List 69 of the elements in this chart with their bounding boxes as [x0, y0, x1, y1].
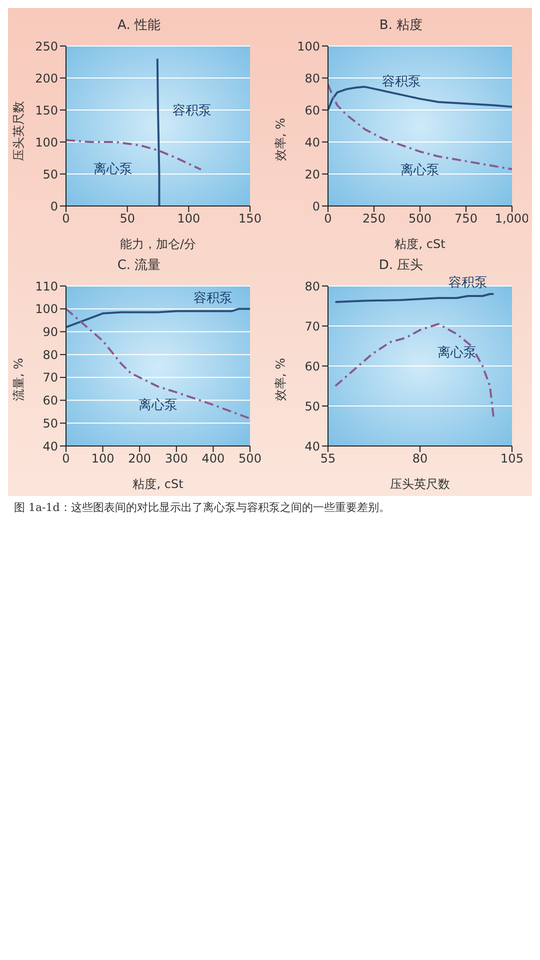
- y-axis-title: 压头英尺数: [11, 101, 26, 161]
- y-tick-label: 80: [304, 71, 320, 86]
- y-tick-label: 200: [35, 71, 58, 86]
- y-tick-label: 110: [35, 279, 58, 294]
- x-tick-label: 0: [62, 452, 70, 466]
- y-tick-label: 40: [42, 439, 58, 454]
- x-tick-label: 105: [500, 452, 524, 466]
- x-axis-title: 能力，加仑/分: [120, 237, 196, 251]
- series-label: 离心泵: [138, 397, 178, 414]
- y-tick-label: 40: [304, 439, 320, 454]
- y-tick-label: 100: [297, 39, 320, 54]
- x-axis-title: 压头英尺数: [390, 477, 450, 491]
- y-tick-label: 70: [304, 319, 320, 334]
- line-series: [156, 58, 160, 206]
- y-tick-label: 80: [304, 279, 320, 294]
- line-series: [334, 323, 495, 419]
- x-tick-label: 50: [120, 212, 135, 226]
- y-tick-label: 100: [35, 135, 58, 150]
- series-label: 离心泵: [94, 160, 132, 177]
- x-tick-label: 1,000: [494, 212, 530, 226]
- x-tick-label: 0: [62, 212, 70, 226]
- y-axis-title: 效率, %: [273, 118, 288, 161]
- y-tick-label: 70: [42, 370, 58, 385]
- line-series: [334, 293, 495, 303]
- y-tick-label: 60: [304, 103, 320, 118]
- y-tick-label: 20: [304, 167, 320, 182]
- y-tick-label: 250: [35, 39, 58, 54]
- y-tick-label: 60: [42, 394, 58, 408]
- x-tick-label: 55: [320, 452, 336, 466]
- caption: 图 1a-1d：这些图表间的对比显示出了离心泵与容积泵之间的一些重要差别。: [8, 496, 532, 519]
- line-series: [66, 308, 250, 328]
- y-axis-title: 流量, %: [11, 358, 26, 401]
- x-tick-label: 100: [177, 212, 200, 226]
- x-tick-label: 100: [91, 452, 114, 466]
- x-tick-label: 750: [454, 212, 478, 226]
- line-series: [66, 308, 250, 420]
- x-axis-title: 粘度, cSt: [132, 477, 184, 491]
- series-label: 离心泵: [400, 162, 440, 178]
- chart-title: A. 性能: [116, 17, 162, 35]
- x-tick-label: 250: [362, 212, 386, 226]
- y-tick-label: 100: [35, 302, 58, 316]
- y-tick-label: 0: [50, 199, 58, 214]
- x-tick-label: 400: [202, 452, 225, 466]
- x-axis-title: 粘度, cSt: [394, 237, 446, 251]
- line-series: [328, 86, 512, 111]
- y-tick-label: 50: [42, 416, 58, 430]
- y-tick-label: 50: [42, 167, 58, 182]
- x-tick-label: 500: [238, 452, 262, 466]
- chart-title: B. 粘度: [378, 17, 424, 35]
- series-label: 容积泵: [172, 102, 212, 119]
- x-tick-label: 500: [408, 212, 432, 226]
- series-label: 容积泵: [382, 73, 422, 90]
- y-tick-label: 40: [304, 135, 320, 150]
- chart-title: D. 压头: [378, 257, 424, 275]
- y-tick-label: 0: [312, 199, 320, 214]
- y-tick-label: 80: [42, 348, 58, 362]
- series-label: 容积泵: [194, 290, 233, 306]
- y-tick-label: 90: [42, 324, 58, 339]
- x-tick-label: 200: [128, 452, 152, 466]
- x-tick-label: 80: [412, 452, 428, 466]
- series-label: 离心泵: [437, 344, 476, 361]
- y-axis-title: 效率, %: [273, 358, 288, 401]
- x-tick-label: 0: [324, 212, 332, 226]
- chart-title: C. 流量: [116, 257, 162, 275]
- y-tick-label: 150: [35, 103, 58, 118]
- x-tick-label: 300: [164, 452, 188, 466]
- y-tick-label: 50: [304, 399, 320, 414]
- x-tick-label: 150: [238, 212, 262, 226]
- y-tick-label: 60: [304, 359, 320, 374]
